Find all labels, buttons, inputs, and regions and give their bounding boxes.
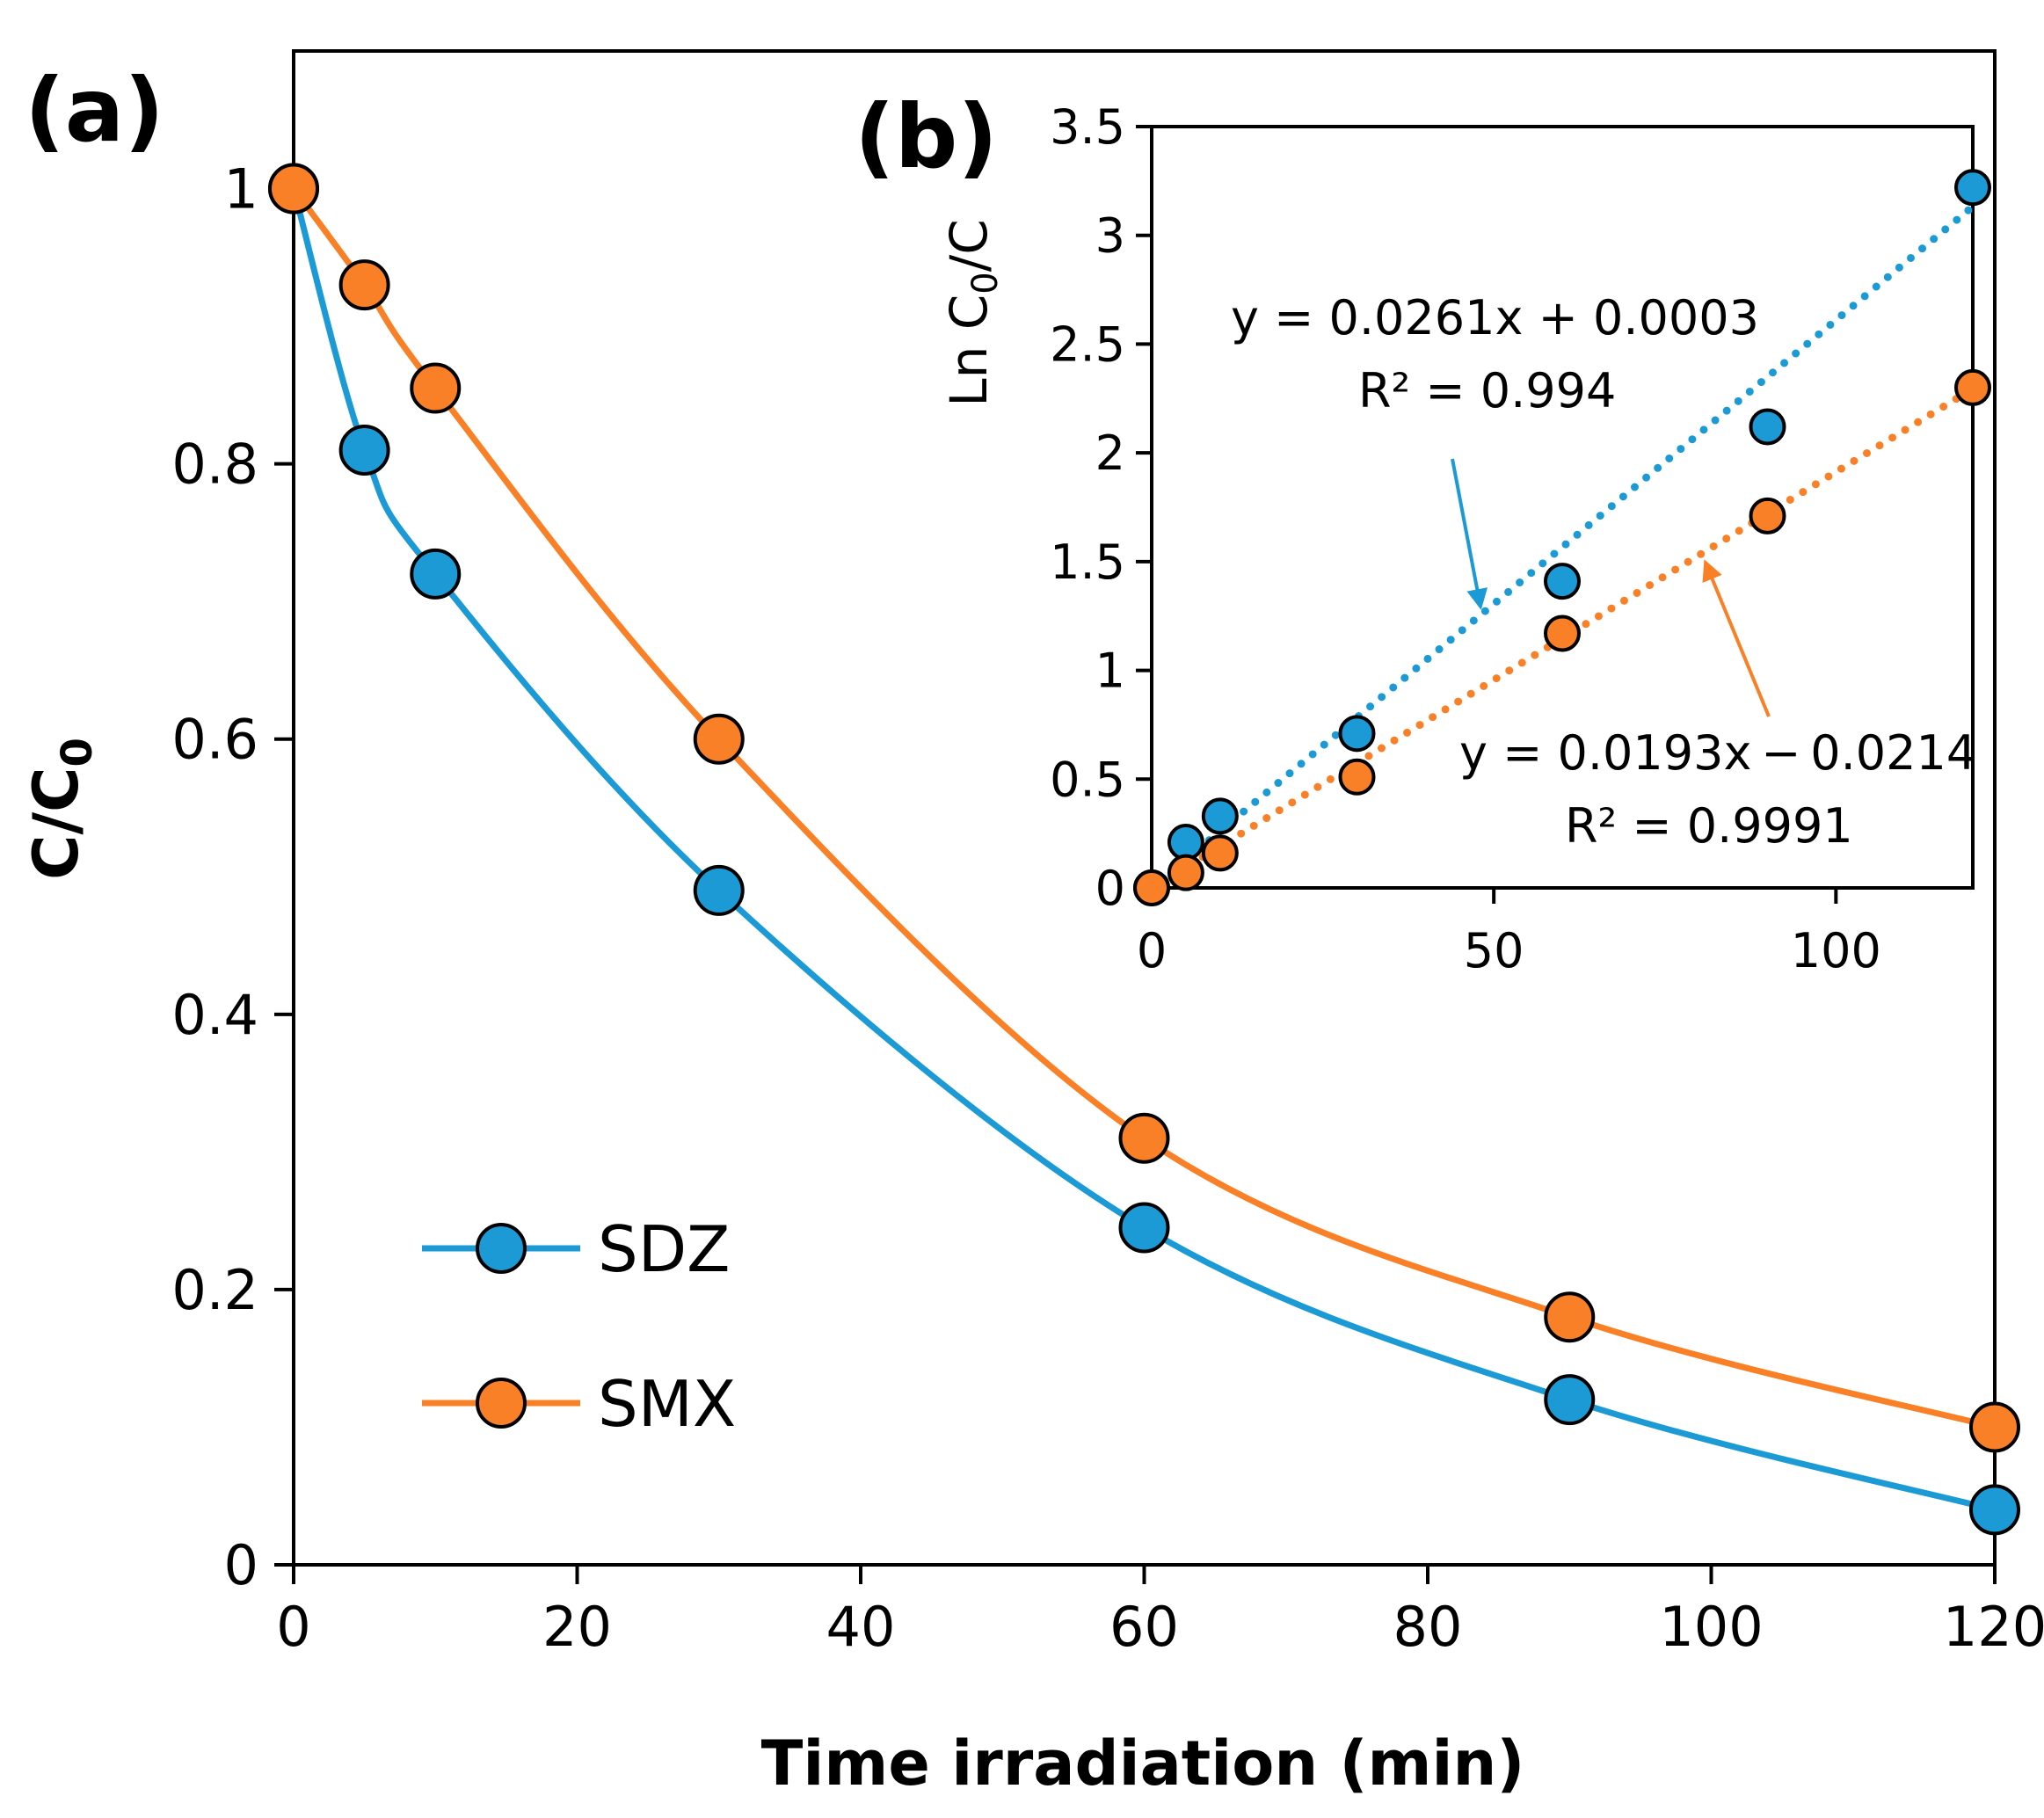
main-point-sdz	[338, 424, 390, 476]
main-x-tick-label: 120	[1943, 1595, 2044, 1659]
inset-y-axis-title-tail: /C	[939, 219, 999, 272]
main-y-axis-title: C/C0	[20, 738, 102, 880]
inset-x-tick-label: 0	[1137, 923, 1167, 978]
sdz-trend-r2: R² = 0.994	[1358, 363, 1616, 418]
panel-label-b: (b)	[855, 85, 998, 188]
main-y-tick-label: 0.6	[171, 708, 258, 772]
inset-y-axis-title: Ln C0/C	[939, 219, 1006, 407]
main-x-axis-title: Time irradiation (min)	[761, 1727, 1525, 1800]
main-y-tick-label: 0.4	[171, 983, 258, 1047]
main-point-smx	[338, 259, 390, 311]
main-point-smx	[410, 362, 462, 414]
main-series-points	[268, 163, 2020, 1536]
inset-series-points	[1133, 169, 1991, 906]
inset-y-tick-label: 0.5	[1050, 752, 1125, 807]
inset-y-tick-label: 1	[1095, 644, 1125, 699]
main-point-sdz	[1544, 1374, 1596, 1426]
main-y-tick-label: 1	[224, 157, 258, 222]
inset-point-smx	[1167, 854, 1204, 891]
inset-y-axis-title-main: Ln C	[939, 295, 999, 407]
main-point-sdz	[1118, 1202, 1170, 1254]
inset-point-smx	[1133, 869, 1170, 906]
main-x-tick-label: 40	[826, 1595, 896, 1659]
inset-plot-frame	[1150, 125, 1975, 890]
smx-trend-r2: R² = 0.9991	[1565, 798, 1853, 854]
legend-marker-sdz	[476, 1223, 527, 1274]
inset-point-smx	[1749, 497, 1786, 534]
main-point-smx	[1544, 1291, 1596, 1343]
main-x-tick-label: 0	[276, 1595, 310, 1659]
inset-axis-ticks: 0 50 100 0 0.5 1 1.5 2 2.5 3 3.5	[1050, 99, 1881, 978]
main-point-smx	[1969, 1401, 2020, 1453]
inset-trendline-sdz	[1147, 202, 1977, 892]
main-y-axis-title-sub: 0	[53, 738, 102, 767]
inset-y-axis-title-sub: 0	[965, 272, 1006, 294]
main-y-tick-label: 0.8	[171, 433, 258, 497]
inset-point-sdz	[1201, 797, 1239, 835]
main-x-tick-label: 100	[1659, 1595, 1763, 1659]
inset-y-tick-label: 0	[1095, 861, 1125, 916]
main-point-sdz	[410, 548, 462, 600]
main-x-tick-label: 80	[1393, 1595, 1463, 1659]
inset-x-tick-label: 50	[1464, 923, 1524, 978]
main-line-smx	[291, 186, 1996, 1430]
main-point-smx	[1118, 1112, 1170, 1164]
inset-point-smx	[1954, 368, 1991, 406]
main-point-smx	[268, 163, 319, 215]
legend-marker-smx	[476, 1378, 527, 1429]
legend-item-smx: SMX	[422, 1367, 736, 1441]
main-point-smx	[693, 713, 745, 765]
legend-label-smx: SMX	[598, 1367, 736, 1441]
inset-point-sdz	[1544, 563, 1581, 600]
main-point-sdz	[693, 864, 745, 916]
sdz-trend-equation: y = 0.0261x + 0.0003	[1231, 290, 1759, 345]
legend-label-sdz: SDZ	[598, 1212, 730, 1286]
inset-y-tick-label: 2	[1095, 425, 1125, 481]
main-y-tick-label: 0	[224, 1533, 258, 1597]
inset-point-sdz	[1954, 169, 1991, 207]
inset-point-sdz	[1167, 824, 1204, 862]
inset-y-tick-label: 2.5	[1050, 316, 1125, 372]
panel-label-a: (a)	[25, 59, 164, 162]
main-y-tick-label: 0.2	[171, 1258, 258, 1322]
inset-y-tick-label: 3	[1095, 208, 1125, 264]
legend-item-sdz: SDZ	[422, 1212, 730, 1286]
main-x-tick-label: 20	[542, 1595, 612, 1659]
inset-point-smx	[1544, 614, 1581, 652]
smx-trend-equation: y = 0.0193x − 0.0214	[1459, 725, 1976, 781]
smx-annotation-arrow	[1702, 559, 1771, 717]
inset-y-tick-label: 1.5	[1050, 534, 1125, 590]
sdz-annotation-arrow	[1451, 458, 1488, 610]
main-point-sdz	[1969, 1484, 2020, 1536]
main-y-axis-title-main: C/C	[20, 767, 92, 880]
legend: SDZ SMX	[422, 1212, 736, 1441]
inset-point-sdz	[1338, 715, 1376, 753]
inset-y-tick-label: 3.5	[1050, 99, 1125, 155]
inset-x-tick-label: 100	[1791, 923, 1881, 978]
main-x-tick-label: 60	[1109, 1595, 1179, 1659]
inset-point-sdz	[1749, 408, 1786, 446]
inset-point-smx	[1338, 758, 1376, 796]
inset-point-smx	[1201, 834, 1239, 872]
